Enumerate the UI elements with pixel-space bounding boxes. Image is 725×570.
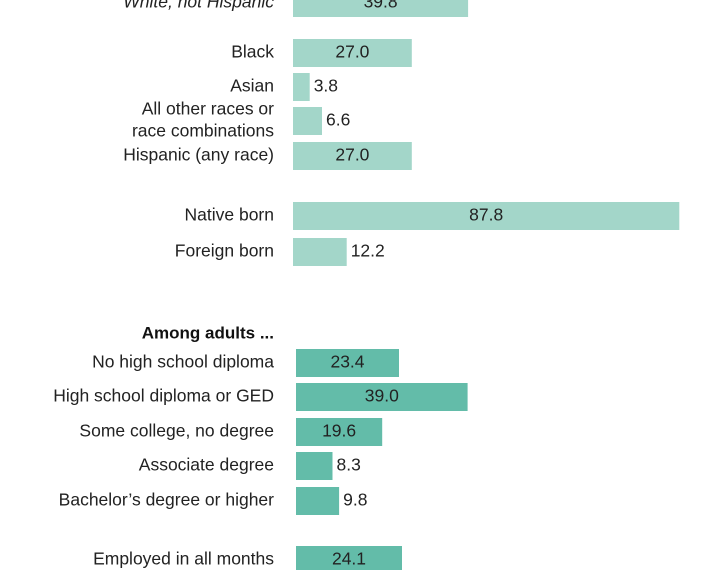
value-label: 23.4 [330, 352, 364, 372]
category-label: Some college, no degree [79, 421, 274, 441]
value-label: 9.8 [343, 490, 367, 510]
category-label: race combinations [132, 121, 274, 141]
category-label: Bachelor’s degree or higher [59, 490, 274, 510]
category-label: Asian [230, 76, 274, 96]
value-label: 8.3 [337, 455, 361, 475]
bar [293, 238, 347, 266]
group-header: Among adults ... [142, 323, 274, 342]
category-label: White, not Hispanic [123, 0, 274, 12]
category-label: Associate degree [139, 455, 274, 475]
value-label: 39.8 [364, 0, 398, 12]
category-label: No high school diploma [92, 352, 274, 372]
bar [293, 202, 680, 230]
category-label: Native born [185, 205, 275, 225]
category-label: All other races or [142, 99, 274, 119]
bar [293, 0, 469, 17]
value-label: 3.8 [314, 76, 338, 96]
category-label: Foreign born [175, 241, 274, 261]
value-label: 6.6 [326, 110, 350, 130]
category-label: Hispanic (any race) [123, 145, 274, 165]
bar [296, 383, 468, 411]
value-label: 24.1 [332, 549, 366, 569]
value-label: 87.8 [469, 205, 503, 225]
value-label: 19.6 [322, 421, 356, 441]
category-label: Employed in all months [93, 549, 274, 569]
bar [293, 107, 322, 135]
category-label: Black [231, 42, 274, 62]
bar [293, 73, 310, 101]
value-label: 39.0 [365, 386, 399, 406]
value-label: 12.2 [351, 241, 385, 261]
value-label: 27.0 [335, 42, 369, 62]
bar [296, 546, 402, 570]
category-label: High school diploma or GED [53, 386, 274, 406]
bar [296, 487, 340, 515]
value-label: 27.0 [335, 145, 369, 165]
bar [293, 142, 412, 170]
bar [296, 418, 383, 446]
bar [296, 349, 399, 377]
bar [293, 39, 412, 67]
bar [296, 452, 333, 480]
